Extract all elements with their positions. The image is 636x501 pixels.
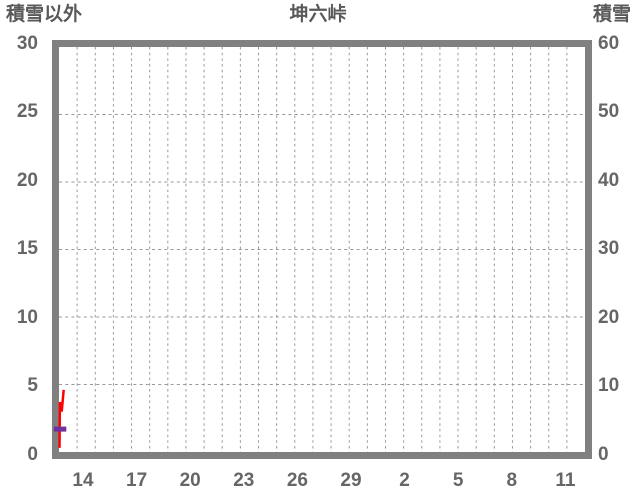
x-tick-label: 14 xyxy=(72,470,94,491)
chart-title: 坤六峠 xyxy=(289,4,347,25)
y-left-tick-label: 0 xyxy=(27,443,38,465)
y-right-tick-label: 30 xyxy=(598,238,620,259)
x-tick-label: 8 xyxy=(506,470,518,491)
x-tick-label: 29 xyxy=(340,470,362,491)
x-tick-label: 17 xyxy=(126,470,148,491)
y-left-tick-label: 20 xyxy=(16,169,38,191)
plot-frame xyxy=(52,40,592,459)
y-right-tick-label: 50 xyxy=(598,101,620,122)
x-tick-label: 2 xyxy=(399,470,410,491)
y-left-tick-label: 15 xyxy=(16,238,38,259)
y-right-tick-label: 20 xyxy=(598,306,620,328)
x-tick-label: 26 xyxy=(286,470,308,491)
right-axis-title: 積雪 xyxy=(592,4,631,25)
x-tick-label: 20 xyxy=(179,470,201,491)
y-left-tick-label: 5 xyxy=(27,375,38,396)
y-right-tick-label: 40 xyxy=(598,169,620,191)
y-left-tick-label: 25 xyxy=(16,101,38,122)
y-right-tick-label: 60 xyxy=(598,32,620,54)
x-tick-label: 5 xyxy=(452,470,464,491)
y-left-tick-label: 10 xyxy=(16,306,38,328)
y-right-tick-label: 10 xyxy=(598,375,620,396)
plot-area xyxy=(53,47,585,452)
y-left-tick-label: 30 xyxy=(16,32,38,54)
y-right-tick-label: 0 xyxy=(598,443,609,465)
x-tick-label: 11 xyxy=(555,470,576,491)
series-line-other xyxy=(58,389,65,448)
x-tick-label: 23 xyxy=(233,470,255,491)
left-axis-title: 積雪以外 xyxy=(6,4,83,25)
